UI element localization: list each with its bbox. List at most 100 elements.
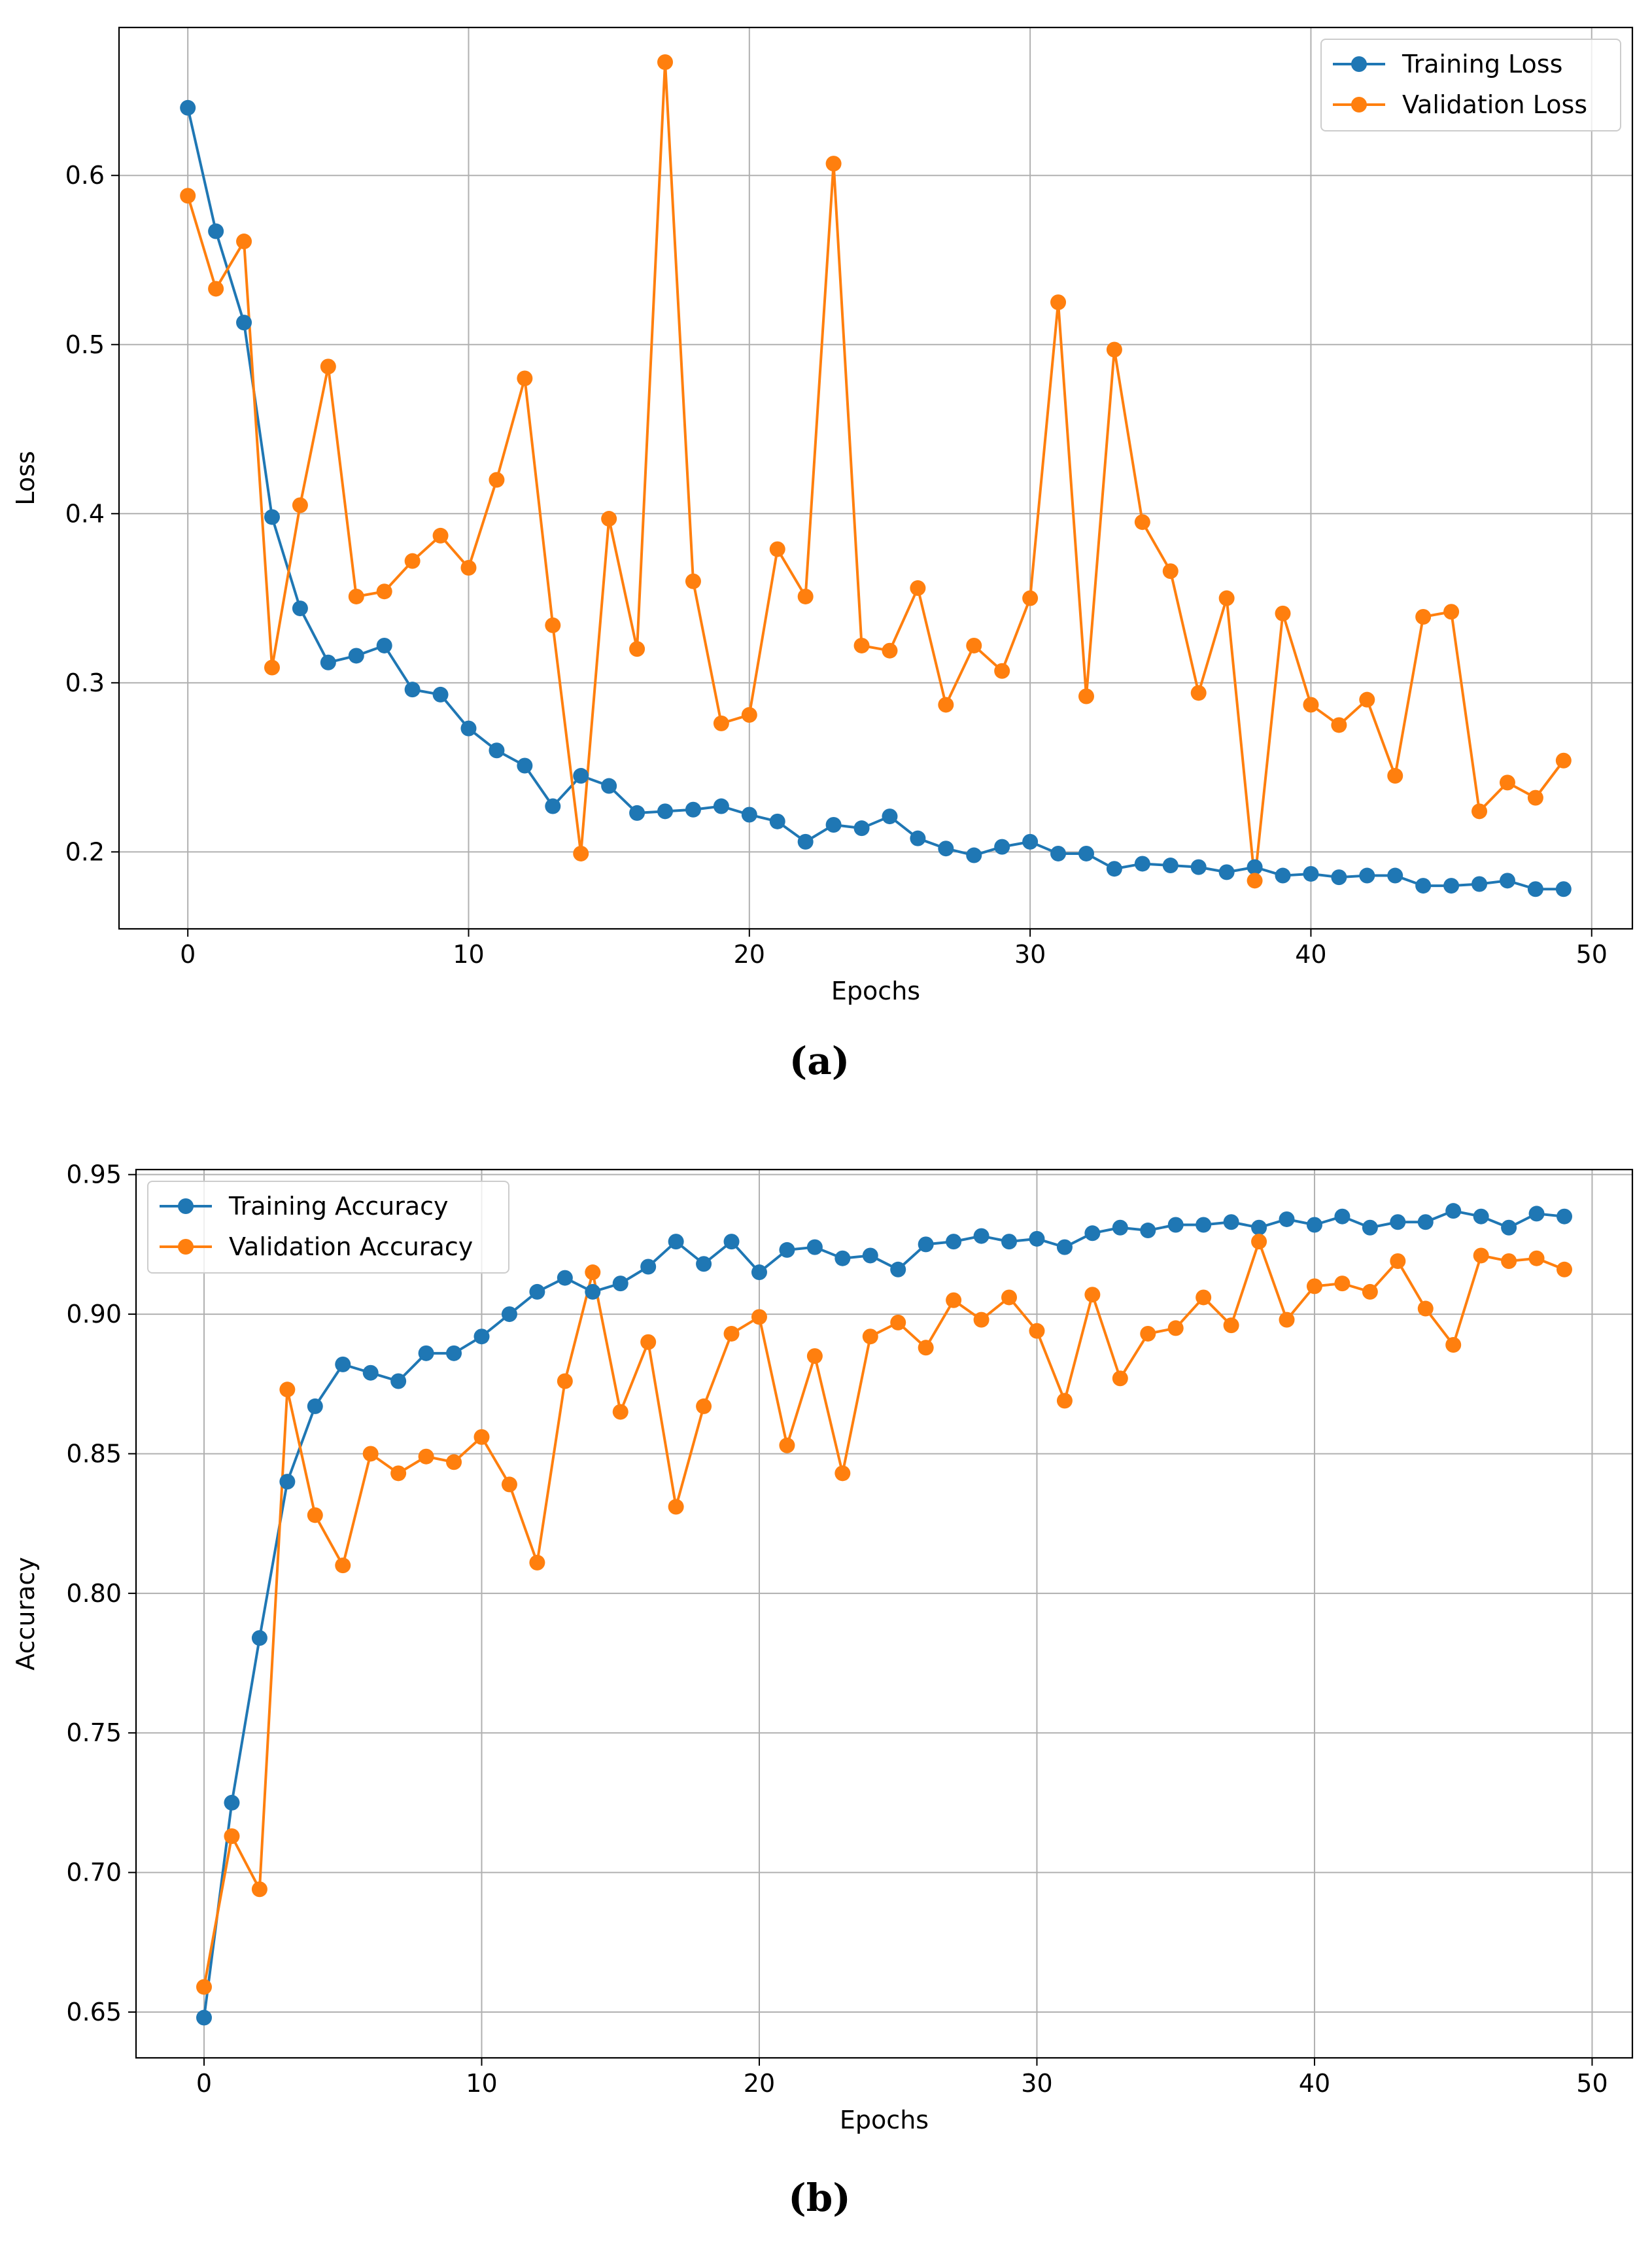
accuracy-series-markers xyxy=(196,1203,1572,2026)
data-point-validation-accuracy xyxy=(335,1557,351,1574)
legend-label-training-loss: Training Loss xyxy=(1402,50,1562,78)
accuracy-legend-box xyxy=(147,1181,509,1274)
data-point-validation-accuracy xyxy=(362,1446,379,1462)
data-point-training-loss xyxy=(910,830,926,846)
data-point-validation-loss xyxy=(1527,790,1543,806)
data-point-training-accuracy xyxy=(946,1234,962,1250)
data-point-validation-accuracy xyxy=(640,1334,657,1350)
loss-plot-frame xyxy=(118,26,1634,930)
data-point-validation-loss xyxy=(797,588,814,604)
y-tick-label: 0.95 xyxy=(66,1160,122,1189)
data-point-validation-accuracy xyxy=(1112,1370,1128,1387)
data-point-validation-accuracy xyxy=(279,1381,296,1398)
data-point-validation-accuracy xyxy=(1167,1320,1184,1336)
data-point-training-accuracy xyxy=(335,1356,351,1372)
data-point-validation-accuracy xyxy=(1417,1300,1434,1317)
panel-label-b: (b) xyxy=(788,2176,850,2220)
data-point-validation-accuracy xyxy=(1528,1250,1545,1266)
data-point-training-accuracy xyxy=(1528,1206,1545,1222)
data-point-training-accuracy xyxy=(1306,1217,1322,1233)
data-point-validation-accuracy xyxy=(1279,1312,1295,1328)
data-point-validation-accuracy xyxy=(696,1398,712,1414)
data-point-training-accuracy xyxy=(1112,1219,1128,1236)
x-tick-label: 10 xyxy=(466,2069,497,2098)
data-point-validation-loss xyxy=(1190,685,1207,701)
data-point-validation-loss xyxy=(264,659,280,676)
data-point-training-loss xyxy=(1471,876,1488,892)
data-point-training-accuracy xyxy=(668,1234,684,1250)
data-point-training-loss xyxy=(853,820,870,837)
loss-y-axis-label: Loss xyxy=(11,451,40,505)
data-point-training-loss xyxy=(292,600,308,617)
data-point-validation-loss xyxy=(1275,605,1291,621)
data-point-training-loss xyxy=(180,99,196,116)
data-point-validation-loss xyxy=(657,54,674,70)
data-point-training-loss xyxy=(1190,859,1207,875)
data-point-training-accuracy xyxy=(918,1236,934,1253)
data-point-training-loss xyxy=(489,742,505,759)
data-point-training-accuracy xyxy=(473,1329,490,1345)
legend-marker-training-loss xyxy=(1351,56,1367,72)
data-point-training-loss xyxy=(1387,867,1403,884)
data-point-validation-accuracy xyxy=(390,1465,407,1482)
data-point-training-loss xyxy=(573,768,589,784)
data-point-training-loss xyxy=(657,803,674,820)
x-tick-label: 20 xyxy=(734,940,765,969)
loss-legend-box xyxy=(1320,39,1621,131)
data-point-training-accuracy xyxy=(1001,1234,1018,1250)
data-point-validation-accuracy xyxy=(1196,1289,1212,1306)
data-point-training-accuracy xyxy=(307,1398,323,1414)
data-point-training-loss xyxy=(825,817,842,833)
y-tick-label: 0.2 xyxy=(65,837,105,866)
data-point-validation-accuracy xyxy=(1473,1247,1489,1264)
data-point-validation-accuracy xyxy=(1306,1278,1322,1294)
data-point-training-accuracy xyxy=(1223,1214,1239,1230)
data-point-validation-accuracy xyxy=(668,1499,684,1515)
x-tick-label: 50 xyxy=(1576,940,1608,969)
y-tick-label: 0.4 xyxy=(65,499,105,528)
data-point-validation-accuracy xyxy=(1362,1283,1378,1300)
data-point-validation-loss xyxy=(1359,691,1375,708)
data-point-training-accuracy xyxy=(779,1242,795,1258)
data-point-validation-accuracy xyxy=(1334,1276,1351,1292)
data-point-training-accuracy xyxy=(1557,1208,1572,1225)
y-tick-label: 0.75 xyxy=(66,1718,122,1747)
data-point-training-accuracy xyxy=(1390,1214,1406,1230)
data-point-validation-accuracy xyxy=(557,1373,573,1389)
data-point-training-accuracy xyxy=(612,1276,628,1292)
data-point-validation-loss xyxy=(180,188,196,204)
data-point-training-accuracy xyxy=(1362,1219,1378,1236)
data-point-validation-loss xyxy=(882,642,898,659)
data-point-validation-accuracy xyxy=(612,1404,628,1420)
legend-marker-validation-loss xyxy=(1351,97,1367,113)
data-point-training-accuracy xyxy=(557,1270,573,1286)
data-point-training-accuracy xyxy=(1056,1239,1073,1255)
data-point-validation-loss xyxy=(1050,294,1067,311)
data-point-validation-loss xyxy=(853,637,870,653)
data-point-validation-loss xyxy=(489,472,505,488)
data-point-validation-accuracy xyxy=(918,1340,934,1356)
data-point-training-loss xyxy=(882,808,898,825)
data-point-training-accuracy xyxy=(1417,1214,1434,1230)
accuracy-legend: Training Accuracy Validation Accuracy xyxy=(147,1181,509,1274)
data-point-validation-loss xyxy=(432,527,449,544)
data-point-training-loss xyxy=(460,720,477,737)
accuracy-grid xyxy=(136,1170,1632,2058)
data-point-validation-accuracy xyxy=(835,1465,851,1482)
data-point-validation-loss xyxy=(629,641,645,657)
data-point-training-loss xyxy=(1050,845,1067,861)
x-tick-label: 40 xyxy=(1295,940,1326,969)
legend-marker-training-accuracy xyxy=(178,1198,194,1214)
data-point-training-loss xyxy=(1022,833,1039,850)
data-point-validation-loss xyxy=(1471,803,1488,820)
data-point-validation-loss xyxy=(1106,341,1122,358)
data-point-training-loss xyxy=(938,841,954,857)
y-tick-label: 0.3 xyxy=(65,669,105,697)
data-point-training-loss xyxy=(517,757,533,774)
data-point-training-loss xyxy=(994,839,1010,855)
data-point-validation-loss xyxy=(1387,768,1403,784)
data-point-training-accuracy xyxy=(1279,1211,1295,1227)
data-point-training-loss xyxy=(966,847,982,863)
data-point-validation-loss xyxy=(517,370,533,387)
